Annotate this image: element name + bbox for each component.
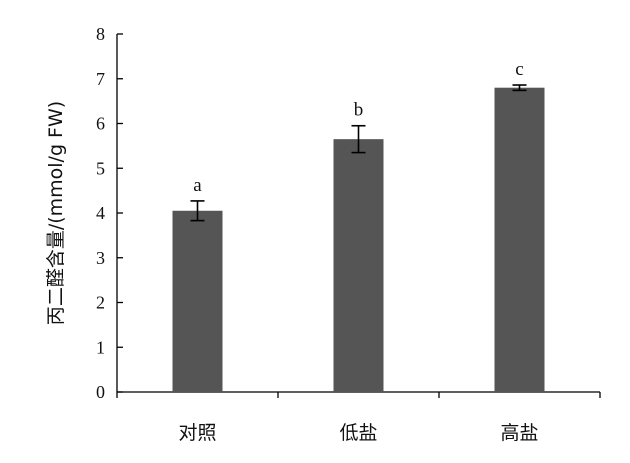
significance-label: c (515, 59, 523, 80)
y-axis-title: 丙二醛含量/(mmol/g FW) (45, 101, 67, 325)
labels: a 对照 b 低盐 c 高盐 (178, 59, 538, 444)
y-tick-label: 1 (96, 337, 105, 357)
bar (494, 87, 545, 392)
significance-label: a (193, 175, 202, 196)
y-tick-label: 7 (96, 69, 105, 89)
y-tick-label: 3 (96, 248, 105, 268)
bar (172, 210, 223, 392)
significance-label: b (354, 100, 364, 121)
category-label: 低盐 (339, 422, 377, 444)
bars (172, 84, 545, 392)
y-tick-label: 2 (96, 293, 105, 313)
y-tick-label: 8 (96, 24, 105, 44)
y-tick-label: 0 (96, 382, 105, 402)
y-tick-label: 4 (96, 203, 105, 223)
category-label: 高盐 (500, 422, 538, 444)
category-label: 对照 (178, 422, 216, 444)
y-tick-label: 5 (96, 158, 105, 178)
bar (333, 139, 384, 392)
y-tick-label: 6 (96, 114, 105, 134)
